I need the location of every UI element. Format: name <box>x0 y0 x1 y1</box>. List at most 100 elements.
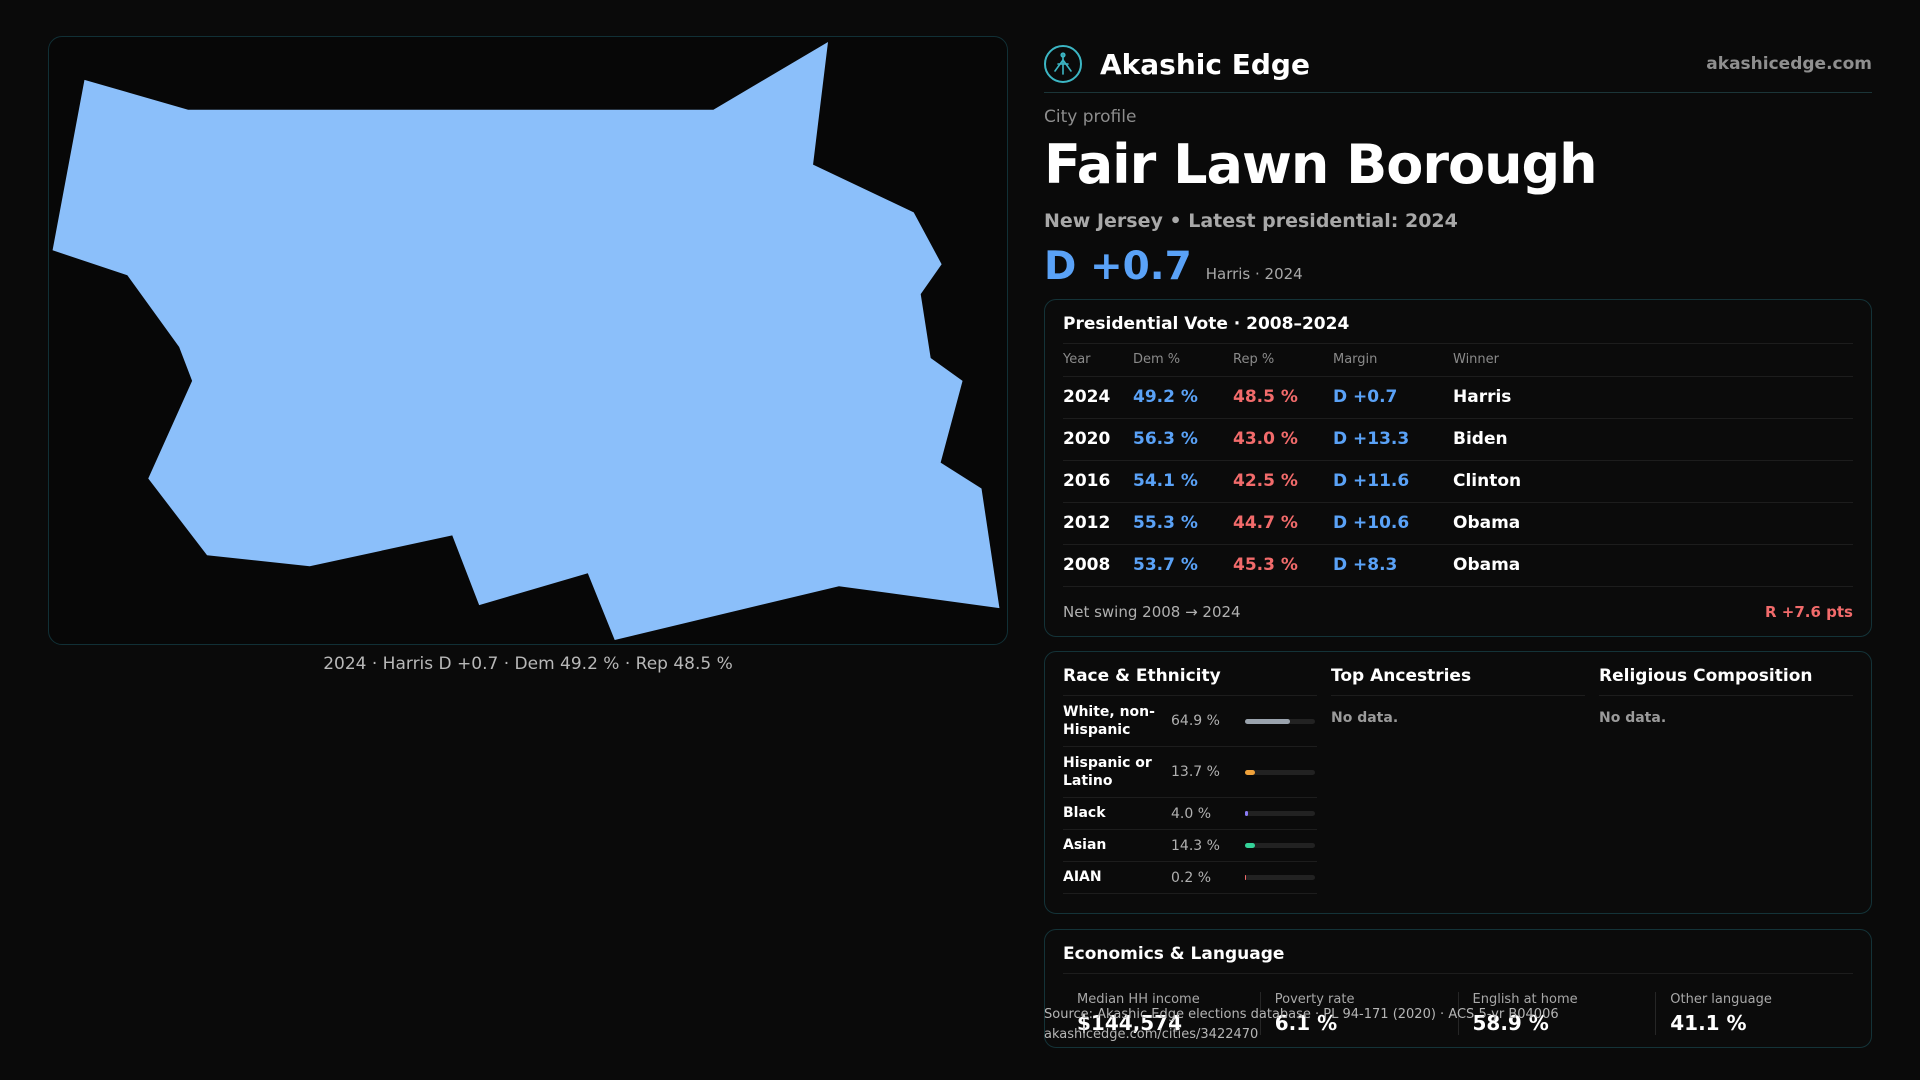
dem-pct-cell: 56.3 % <box>1133 418 1233 461</box>
year-cell: 2016 <box>1063 460 1133 503</box>
race-label: White, non-Hispanic <box>1063 703 1155 738</box>
headline-result: D +0.7 Harris · 2024 <box>1044 244 1872 289</box>
economics-card: Economics & Language Median HH income $1… <box>1044 929 1872 1048</box>
margin-cell: D +8.3 <box>1333 544 1453 587</box>
city-boundary-map <box>52 41 1000 641</box>
brand-logo-icon <box>1044 45 1082 83</box>
table-row: 2008 53.7 % 45.3 % D +8.3 Obama <box>1063 544 1853 587</box>
net-swing-label: Net swing 2008 → 2024 <box>1063 602 1241 621</box>
page-subtitle: New Jersey • Latest presidential: 2024 <box>1044 209 1458 232</box>
city-boundary-shape[interactable] <box>52 41 1000 641</box>
race-bar-fill <box>1245 843 1255 848</box>
rep-pct-cell: 43.0 % <box>1233 418 1333 461</box>
column-header-winner: Winner <box>1453 344 1853 377</box>
rep-pct-cell: 48.5 % <box>1233 376 1333 419</box>
year-cell: 2024 <box>1063 376 1133 419</box>
dem-pct-cell: 55.3 % <box>1133 502 1233 545</box>
winner-cell: Clinton <box>1453 460 1853 503</box>
race-percent: 13.7 % <box>1171 764 1220 780</box>
table-row: 2024 49.2 % 48.5 % D +0.7 Harris <box>1063 376 1853 419</box>
brand-url-link[interactable]: akashicedge.com <box>1706 54 1872 74</box>
stat-value: 41.1 % <box>1670 1011 1747 1035</box>
economics-stats: Median HH income $144,574 Poverty rate 6… <box>1063 992 1853 1035</box>
religion-section: Religious Composition No data. <box>1599 666 1853 899</box>
stat-value: 6.1 % <box>1274 1011 1338 1035</box>
year-cell: 2020 <box>1063 418 1133 461</box>
stat-label: Other language <box>1670 992 1772 1007</box>
net-swing-value: R +7.6 pts <box>1765 602 1853 621</box>
net-swing-row: Net swing 2008 → 2024 R +7.6 pts <box>1063 595 1853 629</box>
column-header-margin: Margin <box>1333 344 1453 377</box>
religion-title: Religious Composition <box>1599 666 1853 696</box>
stat-label: Median HH income <box>1077 992 1200 1007</box>
column-header-dem: Dem % <box>1133 344 1233 377</box>
race-label: Black <box>1063 805 1106 822</box>
race-percent: 4.0 % <box>1171 805 1212 822</box>
rep-pct-cell: 42.5 % <box>1233 460 1333 503</box>
list-item: Hispanic or Latino 13.7 % <box>1063 747 1317 798</box>
race-percent: 64.9 % <box>1171 713 1220 729</box>
page-footer: Source: Akashic Edge elections database … <box>1044 1005 1744 1045</box>
race-bar <box>1245 811 1315 816</box>
race-label: Asian <box>1063 837 1107 854</box>
race-bar <box>1245 875 1315 880</box>
race-percent: 0.2 % <box>1171 869 1212 886</box>
map-caption: 2024 · Harris D +0.7 · Dem 49.2 % · Rep … <box>323 654 733 674</box>
margin-cell: D +11.6 <box>1333 460 1453 503</box>
stat-value: 58.9 % <box>1472 1011 1549 1035</box>
brand-name: Akashic Edge <box>1100 47 1310 81</box>
margin-cell: D +13.3 <box>1333 418 1453 461</box>
stat-label: English at home <box>1472 992 1578 1007</box>
table-row: 2016 54.1 % 42.5 % D +11.6 Clinton <box>1063 460 1853 503</box>
winner-cell: Harris <box>1453 376 1853 419</box>
race-bar-fill <box>1245 769 1255 775</box>
table-row: 2020 56.3 % 43.0 % D +13.3 Biden <box>1063 418 1853 461</box>
presidential-vote-title: Presidential Vote · 2008–2024 <box>1063 314 1853 344</box>
race-bar-fill <box>1245 718 1291 724</box>
stat-english-at-home: English at home 58.9 % <box>1457 992 1656 1035</box>
stat-median-income: Median HH income $144,574 <box>1063 992 1260 1035</box>
margin-cell: D +0.7 <box>1333 376 1453 419</box>
race-ethnicity-section: Race & Ethnicity White, non-Hispanic 64.… <box>1063 666 1317 899</box>
rep-pct-cell: 45.3 % <box>1233 544 1333 587</box>
race-ethnicity-title: Race & Ethnicity <box>1063 666 1317 696</box>
demographics-card: Race & Ethnicity White, non-Hispanic 64.… <box>1044 651 1872 914</box>
list-item: Black 4.0 % <box>1063 798 1317 830</box>
rep-pct-cell: 44.7 % <box>1233 502 1333 545</box>
winner-cell: Biden <box>1453 418 1853 461</box>
race-bar <box>1245 769 1315 775</box>
year-cell: 2012 <box>1063 502 1133 545</box>
ancestries-title: Top Ancestries <box>1331 666 1585 696</box>
headline-note: Harris · 2024 <box>1205 264 1303 283</box>
dem-pct-cell: 54.1 % <box>1133 460 1233 503</box>
list-item: AIAN 0.2 % <box>1063 862 1317 894</box>
column-header-year: Year <box>1063 344 1133 377</box>
list-item: White, non-Hispanic 64.9 % <box>1063 696 1317 747</box>
ancestries-section: Top Ancestries No data. <box>1331 666 1585 899</box>
column-header-rep: Rep % <box>1233 344 1333 377</box>
race-bar <box>1245 718 1315 724</box>
stat-label: Poverty rate <box>1274 992 1355 1007</box>
city-map-panel <box>48 36 1008 645</box>
presidential-vote-card: Presidential Vote · 2008–2024 Year Dem %… <box>1044 299 1872 637</box>
list-item: Asian 14.3 % <box>1063 830 1317 862</box>
page-eyebrow: City profile <box>1044 107 1137 127</box>
dem-pct-cell: 53.7 % <box>1133 544 1233 587</box>
brand-bar: Akashic Edge akashicedge.com <box>1044 36 1872 93</box>
ancestries-empty-text: No data. <box>1331 710 1399 726</box>
presidential-vote-table: Year Dem % Rep % Margin Winner 2024 49.2… <box>1063 344 1853 587</box>
religion-empty-text: No data. <box>1599 710 1667 726</box>
year-cell: 2008 <box>1063 544 1133 587</box>
race-label: AIAN <box>1063 869 1102 886</box>
stat-value: $144,574 <box>1077 1011 1183 1035</box>
page-url-link[interactable]: akashicedge.com/cities/3422470 <box>1044 1027 1259 1043</box>
race-label: Hispanic or Latino <box>1063 754 1152 789</box>
winner-cell: Obama <box>1453 502 1853 545</box>
race-bar <box>1245 843 1315 848</box>
brand[interactable]: Akashic Edge <box>1044 45 1310 83</box>
race-percent: 14.3 % <box>1171 837 1220 854</box>
profile-column: Akashic Edge akashicedge.com City profil… <box>1044 36 1872 1048</box>
stat-other-language: Other language 41.1 % <box>1655 992 1853 1035</box>
dem-pct-cell: 49.2 % <box>1133 376 1233 419</box>
economics-title: Economics & Language <box>1063 944 1853 974</box>
